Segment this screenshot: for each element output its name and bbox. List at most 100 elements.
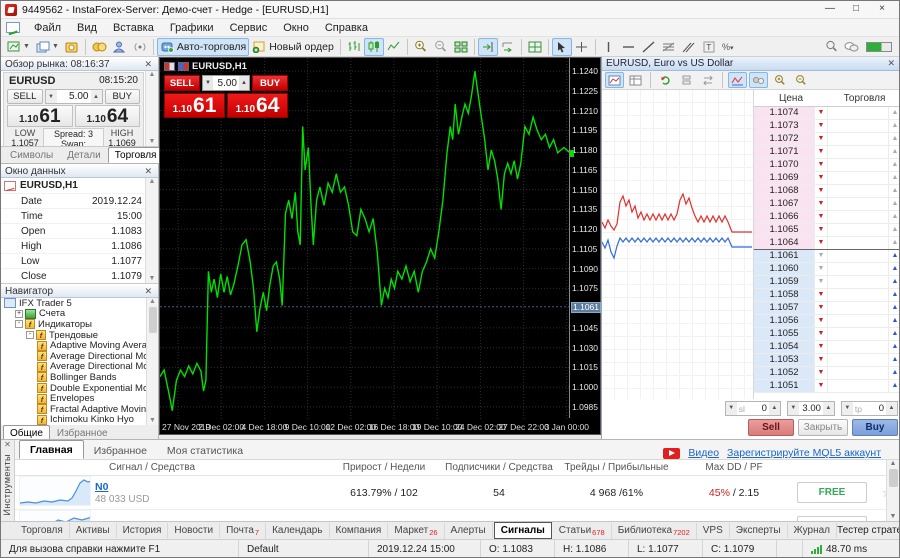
dom-trade-cell[interactable] — [828, 198, 888, 210]
sl-value[interactable]: 0 — [761, 403, 767, 414]
chart-window[interactable]: 1.1240 1.1225 1.1210 1.1195 1.1180 1.1165 1.11… — [159, 57, 601, 435]
toolbox-side-label[interactable]: Инструменты — [2, 454, 12, 516]
dom-sell-arrow-icon[interactable]: ▼ — [814, 250, 828, 262]
oneclick-volume-up-icon[interactable]: ▲ — [239, 76, 249, 90]
toolbox-tab-2[interactable]: История — [117, 523, 169, 538]
dom-sell-arrow-icon[interactable]: ▼ — [814, 172, 828, 184]
oneclick-sell-button[interactable]: SELL — [164, 75, 200, 91]
dom-trade-cell[interactable] — [828, 120, 888, 132]
dom-sell-arrow-icon[interactable]: ▼ — [814, 341, 828, 353]
toolbox-tab-11[interactable]: Библиотека 7202 — [612, 522, 697, 539]
zoom-out-button[interactable] — [431, 38, 451, 56]
dom-sell-arrow-icon[interactable]: ▼ — [814, 146, 828, 158]
fibonacci-tool[interactable] — [659, 38, 679, 56]
horizontal-line-tool[interactable] — [619, 38, 639, 56]
mw-buy-button[interactable]: BUY — [104, 89, 140, 104]
dom-sell-arrow-icon[interactable]: ▼ — [814, 107, 828, 119]
dom-close-icon[interactable]: ✕ — [887, 58, 895, 68]
tile-windows-button[interactable] — [451, 38, 471, 56]
collapse-icon[interactable]: - — [26, 331, 34, 340]
toolbox-tab-6[interactable]: Компания — [330, 523, 389, 538]
navigator-item-3[interactable]: - f Трендовые — [1, 330, 158, 341]
dom-buy-arrow-icon[interactable]: ▲ — [888, 354, 899, 366]
dom-sell-arrow-icon[interactable]: ▼ — [814, 263, 828, 275]
autoscroll-button[interactable] — [498, 38, 518, 56]
navigator-item-8[interactable]: f Double Exponential Movi — [1, 383, 158, 394]
dom-buy-arrow-icon[interactable]: ▲ — [888, 133, 899, 145]
dom-ticks-icon[interactable] — [728, 72, 747, 88]
price-chart[interactable] — [160, 58, 570, 420]
dom-trade-cell[interactable] — [828, 302, 888, 314]
dom-buy-arrow-icon[interactable]: ▲ — [888, 198, 899, 210]
navigator-item-1[interactable]: + Счета — [1, 308, 158, 319]
toolbox-tab-1[interactable]: Активы — [70, 523, 117, 538]
dom-sell-arrow-icon[interactable]: ▼ — [814, 328, 828, 340]
navigator-item-2[interactable]: - f Индикаторы — [1, 319, 158, 330]
toolbox-tab-13[interactable]: Эксперты — [730, 523, 788, 538]
data-window-scrollbar[interactable]: ▲ ▼ — [145, 178, 158, 283]
dom-buy-arrow-icon[interactable]: ▲ — [888, 120, 899, 132]
profiles-button[interactable]: ▼ — [33, 38, 62, 56]
dom-trade-cell[interactable] — [828, 380, 888, 392]
toolbox-tab-9[interactable]: Сигналы — [493, 522, 552, 539]
dom-sell-arrow-icon[interactable]: ▼ — [814, 237, 828, 249]
minimize-button[interactable]: — — [825, 3, 835, 14]
dom-buy-arrow-icon[interactable]: ▲ — [888, 380, 899, 392]
menu-item-3[interactable]: Графики — [169, 21, 214, 34]
search-icon[interactable] — [821, 38, 841, 56]
navigator-item-11[interactable]: f Ichimoku Kinko Hyo — [1, 414, 158, 425]
strategy-tester-label[interactable]: Тестер стратегий — [837, 525, 899, 536]
video-icon[interactable] — [663, 447, 681, 459]
broadcast-icon[interactable] — [130, 38, 150, 56]
dom-trade-cell[interactable] — [828, 289, 888, 301]
chat-icon[interactable] — [841, 38, 862, 56]
mql5-register-link[interactable]: Зарегистрируйте MQL5 аккаунт — [727, 447, 881, 459]
signals-scrollbar[interactable]: ▲ ▼ — [886, 460, 899, 521]
dom-buy-arrow-icon[interactable]: ▲ — [888, 146, 899, 158]
toolbox-tab-4[interactable]: Почта 7 — [220, 522, 267, 539]
new-chart-button[interactable]: ▼ — [4, 38, 33, 56]
navigator-item-9[interactable]: f Envelopes — [1, 393, 158, 404]
dom-sell-arrow-icon[interactable]: ▼ — [814, 354, 828, 366]
dom-buy-arrow-icon[interactable]: ▲ — [888, 341, 899, 353]
navigator-item-6[interactable]: f Average Directional Mov — [1, 361, 158, 372]
dom-buy-button[interactable]: Buy — [852, 419, 898, 436]
dom-trade-cell[interactable] — [828, 263, 888, 275]
dom-buy-arrow-icon[interactable]: ▲ — [888, 159, 899, 171]
payments-icon[interactable] — [89, 38, 110, 56]
channel-tool[interactable] — [679, 38, 699, 56]
dom-buy-arrow-icon[interactable]: ▲ — [888, 302, 899, 314]
menu-item-5[interactable]: Окно — [283, 21, 309, 34]
stoploss-stepper[interactable]: ▼ sl 0 ▲ — [724, 401, 781, 416]
signals-tab-1[interactable]: Избранное — [93, 445, 147, 457]
lot-stepper[interactable]: ▼ 3.00 ▲ — [786, 401, 835, 416]
navigator-tab-1[interactable]: Избранное — [56, 428, 108, 439]
dom-buy-arrow-icon[interactable]: ▲ — [888, 185, 899, 197]
dom-sell-button[interactable]: Sell — [748, 419, 794, 436]
crosshair-tool-button[interactable] — [572, 38, 592, 56]
line-chart-type-button[interactable] — [384, 38, 404, 56]
dom-buy-arrow-icon[interactable]: ▲ — [888, 107, 899, 119]
oneclick-volume-value[interactable]: 5.00 — [217, 77, 237, 89]
collapse-icon[interactable]: - — [15, 320, 23, 329]
zoom-in-button[interactable] — [411, 38, 431, 56]
dom-trade-cell[interactable] — [828, 341, 888, 353]
dom-trade-cell[interactable] — [828, 146, 888, 158]
dom-trade-cell[interactable] — [828, 172, 888, 184]
toolbox-tab-5[interactable]: Календарь — [266, 523, 330, 538]
dom-buy-arrow-icon[interactable]: ▲ — [888, 328, 899, 340]
dom-trade-cell[interactable] — [828, 328, 888, 340]
dom-sell-arrow-icon[interactable]: ▼ — [814, 276, 828, 288]
dom-buy-arrow-icon[interactable]: ▲ — [888, 250, 899, 262]
dom-buy-arrow-icon[interactable]: ▲ — [888, 276, 899, 288]
mw-volume-value[interactable]: 5.00 — [69, 91, 89, 102]
dom-sell-arrow-icon[interactable]: ▼ — [814, 315, 828, 327]
signal-free-button[interactable]: FREE — [797, 482, 867, 503]
dom-buy-arrow-icon[interactable]: ▲ — [888, 172, 899, 184]
close-button[interactable]: × — [879, 3, 885, 14]
dom-sell-arrow-icon[interactable]: ▼ — [814, 185, 828, 197]
market-watch-tab-0[interactable]: Символы — [10, 150, 54, 161]
data-window-close-icon[interactable]: ✕ — [144, 165, 152, 176]
dom-trade-cell[interactable] — [828, 185, 888, 197]
community-icon[interactable] — [110, 38, 130, 56]
